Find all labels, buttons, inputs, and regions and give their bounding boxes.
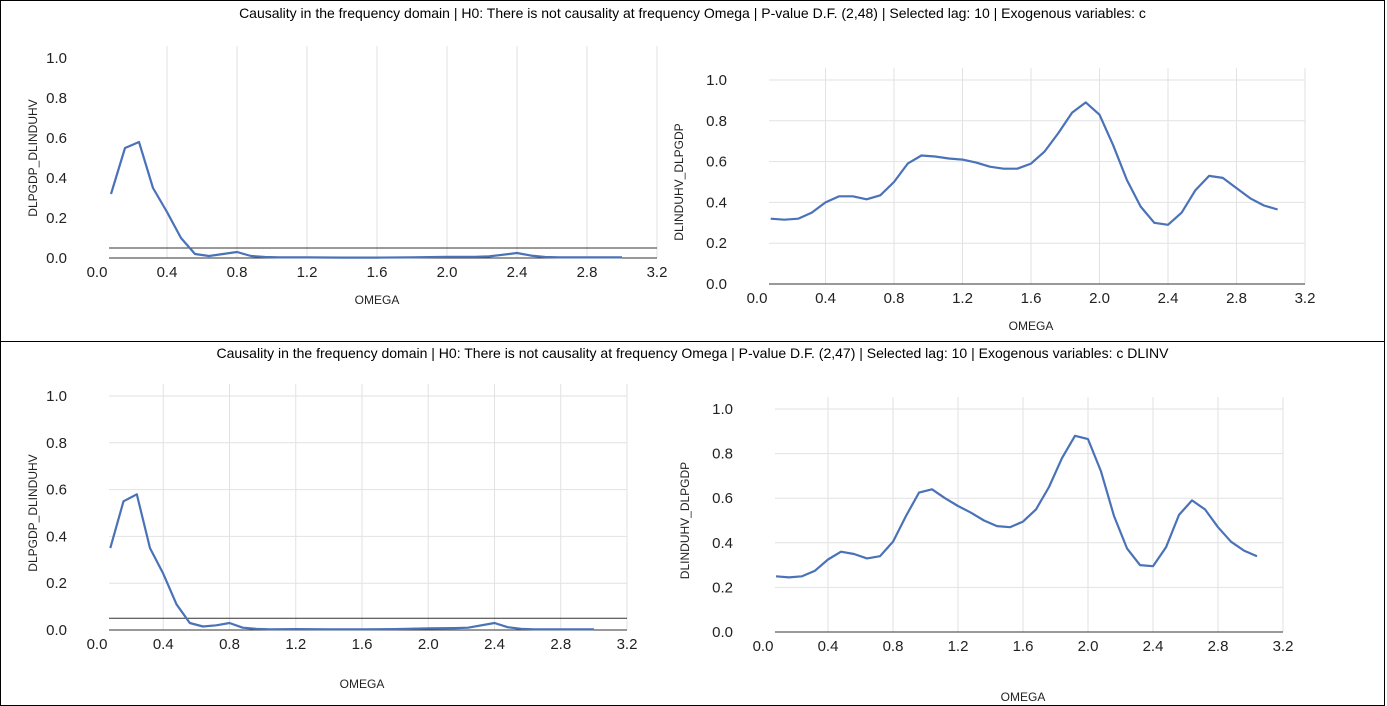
x-axis-title: OMEGA (355, 293, 400, 307)
x-tick-label: 2.4 (1143, 638, 1164, 655)
y-tick-label: 0.6 (706, 154, 727, 171)
series-line (770, 101, 1278, 226)
y-tick-label: 0.4 (46, 170, 67, 187)
x-tick-label: 2.8 (1226, 290, 1247, 307)
x-tick-label: 2.8 (1208, 638, 1229, 655)
x-tick-label: 3.2 (1273, 638, 1294, 655)
y-tick-label: 0.0 (46, 250, 67, 267)
y-tick-label: 0.2 (706, 235, 727, 252)
y-axis-title: DLINDUHV_DLPGDP (678, 462, 692, 579)
y-tick-label: 1.0 (706, 72, 727, 89)
x-tick-label: 2.4 (507, 264, 528, 281)
panel-title: Causality in the frequency domain | H0: … (239, 5, 1146, 21)
x-axis-title: OMEGA (1001, 690, 1046, 704)
x-tick-label: 2.0 (418, 636, 439, 653)
x-tick-label: 0.8 (219, 636, 240, 653)
y-tick-label: 0.8 (706, 113, 727, 130)
x-tick-label: 1.6 (352, 636, 373, 653)
y-tick-label: 0.0 (46, 622, 67, 639)
x-tick-label: 0.8 (883, 638, 904, 655)
y-tick-label: 1.0 (46, 388, 67, 405)
x-tick-label: 0.8 (884, 290, 905, 307)
x-tick-label: 2.0 (437, 264, 458, 281)
y-tick-label: 0.6 (46, 130, 67, 147)
causality-panel-top: Causality in the frequency domain | H0: … (0, 0, 1385, 342)
x-tick-label: 0.0 (87, 264, 108, 281)
x-tick-label: 2.0 (1089, 290, 1110, 307)
x-tick-label: 3.2 (647, 264, 668, 281)
x-tick-label: 1.2 (952, 290, 973, 307)
y-axis-title: DLINDUHV_DLPGDP (672, 123, 686, 240)
y-tick-label: 0.0 (712, 624, 733, 641)
y-tick-label: 0.8 (46, 435, 67, 452)
y-tick-label: 1.0 (712, 401, 733, 418)
y-tick-label: 0.0 (706, 276, 727, 293)
x-tick-label: 0.4 (153, 636, 174, 653)
series-line (109, 140, 622, 259)
x-tick-label: 2.8 (550, 636, 571, 653)
y-tick-label: 0.2 (46, 575, 67, 592)
y-tick-label: 0.4 (712, 535, 733, 552)
x-tick-label: 1.6 (1021, 290, 1042, 307)
x-tick-label: 2.0 (1078, 638, 1099, 655)
x-tick-label: 3.2 (1295, 290, 1316, 307)
x-tick-label: 1.6 (367, 264, 388, 281)
y-tick-label: 0.6 (712, 490, 733, 507)
y-tick-label: 0.6 (46, 482, 67, 499)
x-tick-label: 2.4 (1158, 290, 1179, 307)
x-tick-label: 0.0 (753, 638, 774, 655)
causality-panel-bottom: Causality in the frequency domain | H0: … (0, 341, 1385, 706)
x-tick-label: 3.2 (617, 636, 638, 653)
y-tick-label: 1.0 (46, 50, 67, 67)
y-tick-label: 0.2 (712, 579, 733, 596)
series-line (775, 434, 1258, 579)
chart-2: 0.0 0.4 0.8 1.2 1.6 2.0 2.4 2.8 3.2 0.0 0.2 0.4 0.6 0… (672, 68, 1315, 333)
x-tick-label: 0.4 (818, 638, 839, 655)
x-tick-label: 2.8 (577, 264, 598, 281)
x-tick-label: 0.0 (87, 636, 108, 653)
series-line (109, 493, 594, 631)
y-axis-title: DLPGDP_DLINDUHV (26, 454, 40, 571)
y-tick-label: 0.4 (46, 528, 67, 545)
y-tick-label: 0.8 (712, 446, 733, 463)
panel-title: Causality in the frequency domain | H0: … (216, 345, 1169, 361)
x-tick-label: 0.4 (157, 264, 178, 281)
chart-1: 0.0 0.4 0.8 1.2 1.6 2.0 2.4 2.8 3.2 0.0 0.2 0.4 0.6 0… (26, 46, 667, 307)
y-axis-title: DLPGDP_DLINDUHV (26, 99, 40, 216)
y-tick-label: 0.2 (46, 210, 67, 227)
x-tick-label: 1.6 (1013, 638, 1034, 655)
chart-3: 0.0 0.4 0.8 1.2 1.6 2.0 2.4 2.8 3.2 0.0 0.2 0.4 0.6 0… (26, 384, 637, 691)
x-axis-title: OMEGA (1009, 319, 1054, 333)
x-tick-label: 1.2 (297, 264, 318, 281)
x-axis-title: OMEGA (340, 677, 385, 691)
x-tick-label: 1.2 (285, 636, 306, 653)
x-tick-label: 0.4 (815, 290, 836, 307)
y-tick-label: 0.4 (706, 194, 727, 211)
x-tick-label: 1.2 (948, 638, 969, 655)
x-tick-label: 0.0 (747, 290, 768, 307)
x-tick-label: 2.4 (484, 636, 505, 653)
y-tick-label: 0.8 (46, 90, 67, 107)
chart-4: 0.0 0.4 0.8 1.2 1.6 2.0 2.4 2.8 3.2 0.0 0.2 0.4 0.6 0… (678, 397, 1293, 704)
x-tick-label: 0.8 (227, 264, 248, 281)
